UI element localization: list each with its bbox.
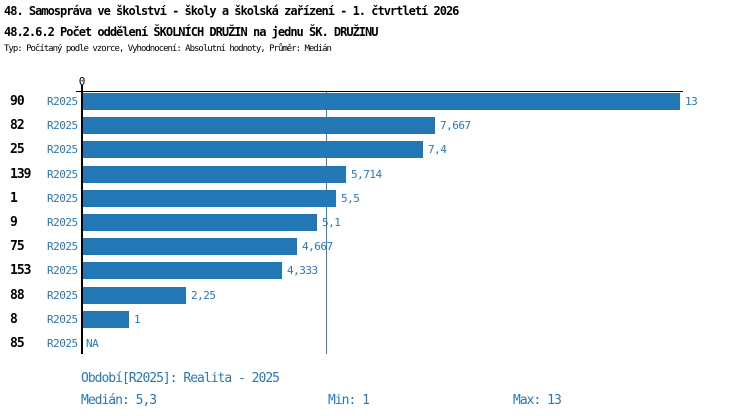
- row-period-label: R2025: [47, 192, 78, 205]
- indicator-meta-text: Typ: Počítaný podle vzorce, Vyhodnocení:…: [4, 44, 332, 54]
- bar-value-label: 7,4: [428, 143, 447, 156]
- row-id-label: 82: [10, 118, 25, 133]
- bar: [83, 262, 282, 279]
- page-title: 48. Samospráva ve školství - školy a ško…: [4, 4, 459, 18]
- row-period-label: R2025: [47, 95, 78, 108]
- row-id-label: 1: [10, 191, 18, 206]
- chart-row: 1 R2025 5,5: [0, 190, 750, 207]
- bar: [83, 190, 336, 207]
- median-line: [326, 92, 327, 354]
- row-period-label: R2025: [47, 264, 78, 277]
- chart-row: 88 R2025 2,25: [0, 287, 750, 304]
- bar-value-label: 5,5: [341, 192, 360, 205]
- row-period-label: R2025: [47, 168, 78, 181]
- bar-value-label: 1: [134, 313, 141, 326]
- footer-period-label: Období[R2025]: Realita - 2025: [81, 371, 280, 386]
- chart-row: 82 R2025 7,667: [0, 117, 750, 134]
- x-axis-zero-label: 0: [78, 75, 86, 88]
- row-period-label: R2025: [47, 143, 78, 156]
- row-period-label: R2025: [47, 289, 78, 302]
- bar-value-label: 4,667: [302, 240, 333, 253]
- row-period-label: R2025: [47, 216, 78, 229]
- bar: [83, 166, 346, 183]
- chart-row: 90 R2025 13: [0, 93, 750, 110]
- chart-row: 8 R2025 1: [0, 311, 750, 328]
- row-id-label: 85: [10, 336, 25, 351]
- chart-row: 153 R2025 4,333: [0, 262, 750, 279]
- footer-min-stat: Min: 1: [328, 393, 370, 408]
- row-period-label: R2025: [47, 119, 78, 132]
- bar: [83, 93, 680, 110]
- row-id-label: 75: [10, 239, 25, 254]
- row-period-label: R2025: [47, 337, 78, 350]
- bar-value-label: 5,714: [351, 168, 382, 181]
- page-subtitle-indicator: 48.2.6.2 Počet oddělení ŠKOLNÍCH DRUŽIN …: [4, 25, 378, 39]
- bar: [83, 287, 186, 304]
- bar-value-label: 7,667: [440, 119, 471, 132]
- chart-row: 9 R2025 5,1: [0, 214, 750, 231]
- bar: [83, 311, 129, 328]
- bar: [83, 214, 317, 231]
- row-id-label: 9: [10, 215, 18, 230]
- footer-median-stat: Medián: 5,3: [81, 393, 157, 408]
- bar: [83, 117, 435, 134]
- row-id-label: 8: [10, 312, 18, 327]
- bar-value-label: 5,1: [322, 216, 341, 229]
- row-id-label: 153: [10, 263, 32, 278]
- row-id-label: 88: [10, 288, 25, 303]
- bar-value-label: 13: [685, 95, 698, 108]
- row-id-label: 25: [10, 142, 25, 157]
- footer-max-stat: Max: 13: [513, 393, 562, 408]
- chart-row: 75 R2025 4,667: [0, 238, 750, 255]
- row-period-label: R2025: [47, 240, 78, 253]
- bar: [83, 141, 423, 158]
- bar-value-label: 4,333: [287, 264, 318, 277]
- chart-row: 139 R2025 5,714: [0, 166, 750, 183]
- chart-row: 25 R2025 7,4: [0, 141, 750, 158]
- x-axis-line: [76, 91, 683, 92]
- chart-row: 85 R2025 NA: [0, 335, 750, 352]
- row-period-label: R2025: [47, 313, 78, 326]
- bar: [83, 238, 297, 255]
- row-id-label: 139: [10, 167, 32, 182]
- y-axis-line: [81, 85, 83, 354]
- bar-value-label: NA: [86, 337, 99, 350]
- row-id-label: 90: [10, 94, 25, 109]
- bar-value-label: 2,25: [191, 289, 216, 302]
